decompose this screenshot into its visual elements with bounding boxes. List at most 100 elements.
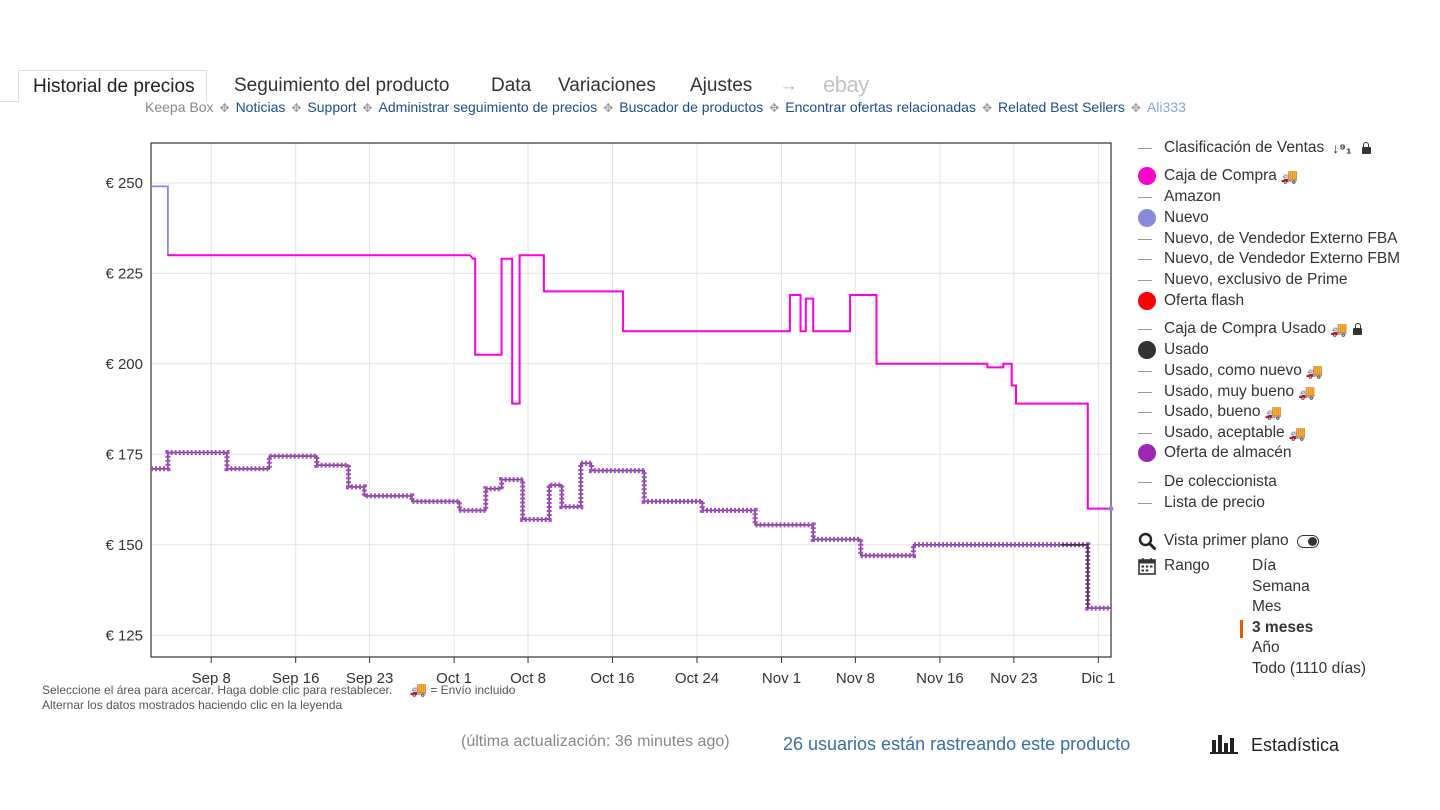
tab-variations[interactable]: Variaciones bbox=[558, 75, 656, 96]
x-tick-label: Sep 8 bbox=[192, 670, 231, 685]
dot-swatch bbox=[1138, 209, 1156, 227]
range-option-all[interactable]: Todo (1110 días) bbox=[1252, 660, 1367, 677]
legend-label: Lista de precio bbox=[1164, 494, 1265, 511]
legend-label: Usado bbox=[1164, 341, 1209, 358]
foreground-view-toggle[interactable]: Vista primer plano bbox=[1138, 532, 1319, 550]
legend-new-fba[interactable]: Nuevo, de Vendedor Externo FBA bbox=[1138, 230, 1398, 248]
legend-used-acceptable[interactable]: Usado, aceptable 🚚 bbox=[1138, 424, 1306, 442]
range-option-week[interactable]: Semana bbox=[1252, 578, 1310, 595]
y-tick-label: € 225 bbox=[105, 265, 143, 282]
separator-icon: ✥ bbox=[362, 101, 373, 115]
line-swatch bbox=[1138, 279, 1152, 281]
separator-icon: ✥ bbox=[291, 101, 302, 115]
trackers-link[interactable]: 26 usuarios están rastreando este produc… bbox=[783, 734, 1131, 754]
y-tick-label: € 200 bbox=[105, 356, 143, 373]
x-tick-label: Nov 23 bbox=[990, 670, 1038, 685]
series-end-marker bbox=[1108, 506, 1114, 512]
truck-icon: 🚚 bbox=[1305, 362, 1324, 379]
legend-new-prime[interactable]: Nuevo, exclusivo de Prime bbox=[1138, 271, 1348, 289]
chart-series bbox=[151, 185, 1114, 611]
tab-data[interactable]: Data bbox=[491, 75, 532, 96]
link-manage-tracking[interactable]: Administrar seguimiento de precios bbox=[378, 99, 598, 115]
range-label-row: Rango bbox=[1138, 557, 1210, 575]
range-option-month[interactable]: Mes bbox=[1252, 598, 1282, 615]
tab-ebay[interactable]: ebay bbox=[823, 72, 869, 97]
tab-settings[interactable]: Ajustes bbox=[690, 75, 753, 96]
x-tick-label: Oct 8 bbox=[510, 670, 546, 685]
tab-price-history[interactable]: Historial de precios bbox=[18, 70, 207, 102]
legend-used-buy-box[interactable]: Caja de Compra Usado 🚚 bbox=[1138, 320, 1363, 338]
link-news[interactable]: Noticias bbox=[235, 99, 286, 115]
line-swatch bbox=[1138, 502, 1152, 504]
range-option-day[interactable]: Día bbox=[1252, 557, 1277, 574]
link-product-finder[interactable]: Buscador de productos bbox=[619, 99, 764, 115]
truck-icon: 🚚 bbox=[1264, 403, 1282, 420]
sort-icon: ↓⁹₁ bbox=[1332, 140, 1352, 156]
x-tick-label: Oct 1 bbox=[436, 670, 472, 685]
separator-icon: ✥ bbox=[603, 101, 614, 115]
x-tick-label: Nov 16 bbox=[916, 670, 964, 685]
series-oferta-de-almacen-base bbox=[151, 451, 1111, 609]
dot-swatch bbox=[1138, 167, 1156, 185]
link-row: Keepa Box ✥ Noticias ✥ Support ✥ Administrar s… bbox=[145, 99, 1186, 115]
legend-label: Clasificación de Ventas bbox=[1164, 139, 1325, 156]
legend-label: Usado, muy bueno bbox=[1164, 383, 1295, 400]
chart-grid bbox=[151, 143, 1111, 657]
legend-list-price[interactable]: Lista de precio bbox=[1138, 494, 1265, 512]
dot-swatch bbox=[1138, 341, 1156, 359]
legend-sales-rank[interactable]: Clasificación de Ventas ↓⁹₁ bbox=[1138, 139, 1371, 157]
truck-icon: 🚚 bbox=[1280, 167, 1299, 184]
y-tick-label: € 150 bbox=[105, 537, 143, 554]
stats-button[interactable]: Estadística bbox=[1210, 734, 1339, 756]
link-keepa-box[interactable]: Keepa Box bbox=[145, 99, 214, 115]
line-swatch bbox=[1138, 391, 1152, 393]
tab-bar: Historial de precios Seguimiento del pro… bbox=[0, 70, 1440, 102]
legend-used-good[interactable]: Usado, bueno 🚚 bbox=[1138, 403, 1282, 421]
line-swatch bbox=[1138, 411, 1152, 413]
calendar-icon bbox=[1138, 558, 1156, 575]
x-tick-label: Sep 23 bbox=[346, 670, 394, 685]
legend-used-very-good[interactable]: Usado, muy bueno 🚚 bbox=[1138, 383, 1316, 401]
link-related-deals[interactable]: Encontrar ofertas relacionadas bbox=[785, 99, 976, 115]
legend-new-fbm[interactable]: Nuevo, de Vendedor Externo FBM bbox=[1138, 250, 1400, 268]
truck-icon: 🚚 bbox=[1329, 320, 1348, 337]
legend-amazon[interactable]: Amazon bbox=[1138, 188, 1221, 206]
line-swatch bbox=[1138, 258, 1152, 260]
shipping-note: = Envío incluido bbox=[430, 683, 516, 697]
x-tick-label: Dic 1 bbox=[1081, 670, 1115, 685]
y-tick-label: € 125 bbox=[105, 627, 143, 644]
zoom-hint: Seleccione el área para acercar. Haga do… bbox=[42, 683, 393, 697]
range-option-3-months[interactable]: 3 meses bbox=[1252, 619, 1314, 636]
price-history-chart[interactable]: € 250€ 225€ 200€ 175€ 150€ 125 Sep 8 Sep … bbox=[0, 135, 1130, 685]
tab-product-tracking[interactable]: Seguimiento del producto bbox=[234, 75, 450, 96]
link-ali[interactable]: Ali333 bbox=[1146, 99, 1186, 115]
legend-label: Usado, como nuevo bbox=[1164, 362, 1302, 379]
legend-collectible[interactable]: De coleccionista bbox=[1138, 473, 1277, 491]
toggle-icon[interactable] bbox=[1296, 534, 1319, 548]
series-caja-de-compra bbox=[167, 254, 1111, 510]
link-related-best-sellers[interactable]: Related Best Sellers bbox=[998, 99, 1125, 115]
stats-label: Estadística bbox=[1251, 735, 1340, 755]
legend-lightning-deal[interactable]: Oferta flash bbox=[1138, 292, 1244, 310]
line-swatch bbox=[1138, 370, 1152, 372]
legend-used-like-new[interactable]: Usado, como nuevo 🚚 bbox=[1138, 362, 1323, 380]
truck-icon: 🚚 bbox=[409, 681, 427, 697]
arrow-icon: → bbox=[779, 75, 798, 96]
legend-used[interactable]: Usado bbox=[1138, 341, 1209, 359]
legend-warehouse-deal[interactable]: Oferta de almacén bbox=[1138, 444, 1292, 462]
x-tick-label: Oct 24 bbox=[675, 670, 719, 685]
legend-new[interactable]: Nuevo bbox=[1138, 209, 1209, 227]
legend-label: Usado, bueno bbox=[1164, 403, 1261, 420]
legend-label: Nuevo, exclusivo de Prime bbox=[1164, 271, 1348, 288]
bar-chart-icon bbox=[1210, 734, 1238, 754]
line-swatch bbox=[1138, 432, 1152, 434]
chart-frame bbox=[150, 142, 1112, 658]
legend-buy-box[interactable]: Caja de Compra 🚚 bbox=[1138, 167, 1298, 185]
range-option-year[interactable]: Año bbox=[1252, 639, 1280, 656]
chart-hint: Seleccione el área para acercar. Haga do… bbox=[42, 681, 515, 698]
line-swatch bbox=[1138, 328, 1152, 330]
series-usado bbox=[1061, 543, 1089, 609]
lock-icon bbox=[1361, 141, 1371, 154]
link-support[interactable]: Support bbox=[307, 99, 357, 115]
foreground-view-label: Vista primer plano bbox=[1164, 532, 1289, 549]
